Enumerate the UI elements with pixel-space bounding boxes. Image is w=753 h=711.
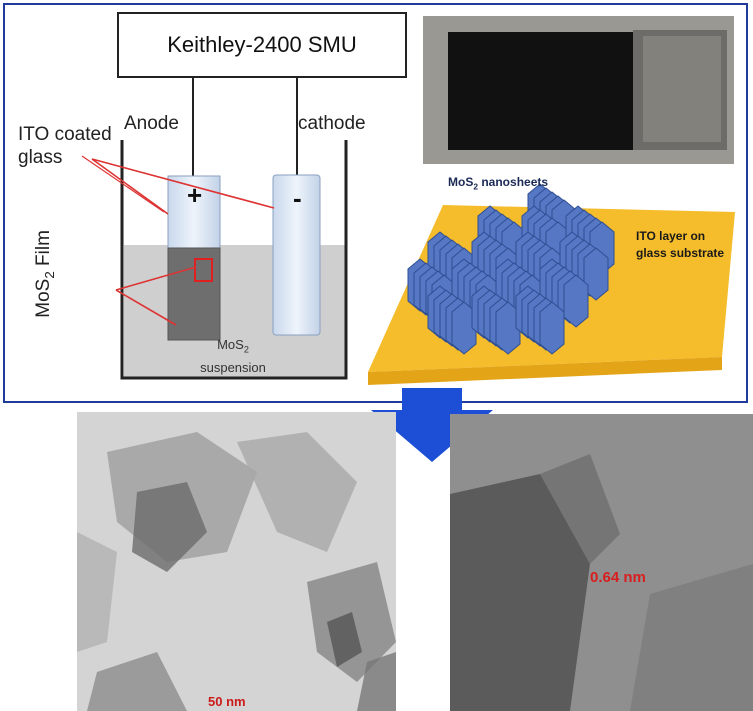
ito-label-line2: glass	[18, 147, 63, 168]
nanosheet	[563, 274, 589, 328]
nanosheet	[583, 247, 609, 301]
film-label-sub: 2	[41, 271, 57, 279]
anode-label: Anode	[124, 113, 179, 134]
process-arrow	[371, 388, 493, 462]
setup-frame	[3, 3, 748, 403]
plus-sign: +	[187, 180, 203, 210]
nanosheets-main: MoS	[448, 175, 474, 189]
minus-sign: -	[293, 183, 302, 213]
film-pointer-2	[115, 289, 177, 326]
nanosheet-array	[407, 183, 615, 355]
ito-pointer-1	[91, 158, 169, 215]
ito-coated-glass-label: ITO coated glass	[18, 123, 112, 169]
cathode-electrode	[272, 174, 321, 336]
ito-layer-line2: glass substrate	[636, 246, 725, 260]
film-label-tail: Film	[33, 230, 55, 272]
ito-pointer-3	[81, 155, 165, 213]
suspension-sub: 2	[243, 344, 249, 355]
nanosheets-sub: 2	[473, 181, 479, 192]
film-marker	[194, 258, 213, 282]
tem-image-low-mag	[77, 412, 396, 711]
smu-label: Keithley-2400 SMU	[167, 32, 357, 57]
nanosheets-tail: nanosheets	[478, 175, 549, 189]
tem-image-high-res	[450, 414, 753, 711]
scale-bar-label: 50 nm	[208, 694, 246, 709]
smu-box: Keithley-2400 SMU	[117, 12, 407, 78]
film-pointer-1	[115, 266, 197, 291]
film-label-main: MoS	[33, 278, 55, 318]
suspension-main: MoS	[217, 337, 244, 352]
ito-layer-label: ITO layer on glass substrate	[636, 228, 736, 262]
anode-electrode-top	[167, 175, 221, 249]
nanosheets-label: MoS2 nanosheets	[448, 175, 548, 191]
coated-glass-photo	[423, 16, 734, 164]
mos2-film-label: MoS2 Film	[33, 209, 57, 339]
cathode-label: cathode	[298, 113, 366, 134]
nanosheet	[539, 301, 565, 355]
beaker	[120, 140, 348, 380]
suspension-label: MoS2 suspension	[188, 336, 278, 376]
ito-label-line1: ITO coated	[18, 124, 112, 145]
lattice-spacing-label: 0.64 nm	[590, 569, 646, 586]
ito-layer-line1: ITO layer on	[636, 229, 706, 243]
ito-pointer-2	[91, 158, 275, 209]
suspension-line2: suspension	[200, 359, 266, 375]
ito-substrate-edge	[368, 357, 722, 385]
